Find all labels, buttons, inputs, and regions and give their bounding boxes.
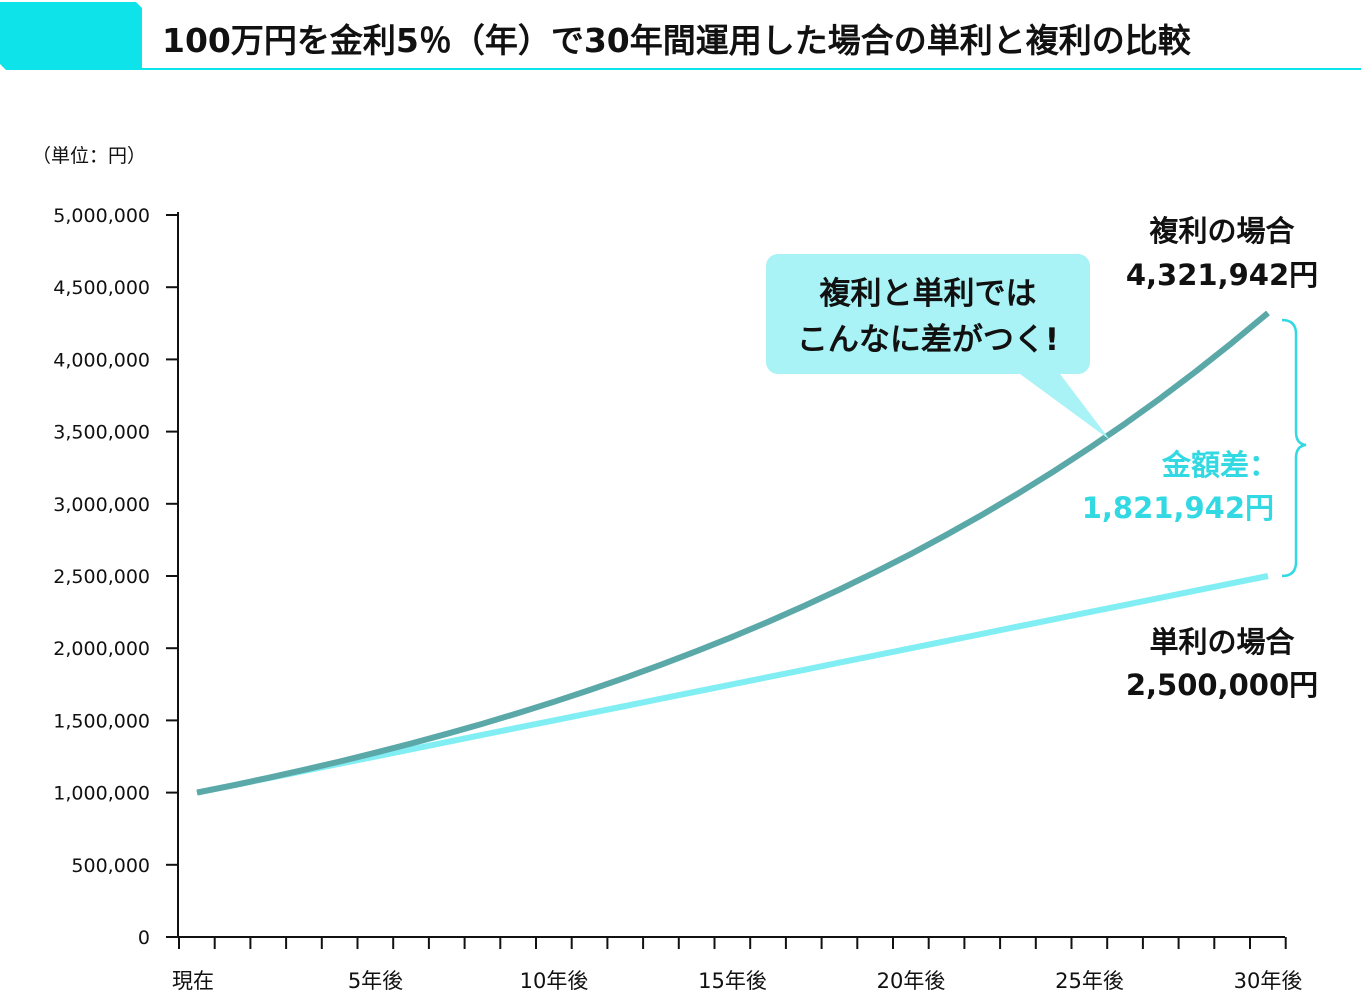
compound-label: 複利の場合 bbox=[1149, 214, 1294, 248]
series-line-compound bbox=[196, 310, 1270, 796]
chart-title: 100万円を金利5％（年）で30年間運用した場合の単利と複利の比較 bbox=[162, 21, 1192, 60]
y-tick-label: 1,500,000 bbox=[53, 710, 150, 732]
x-tick-label: 現在 bbox=[172, 969, 214, 992]
x-tick-label: 30年後 bbox=[1234, 969, 1303, 992]
x-tick-label: 5年後 bbox=[348, 969, 403, 992]
y-tick-label: 2,500,000 bbox=[53, 566, 150, 588]
difference-brace bbox=[1281, 318, 1307, 578]
callout-line1: 複利と単利では bbox=[820, 276, 1037, 312]
x-tick-label: 15年後 bbox=[698, 969, 767, 992]
y-tick-label: 3,500,000 bbox=[53, 422, 150, 444]
title-accent-block bbox=[0, 2, 142, 70]
compound-value: 4,321,942円 bbox=[1126, 258, 1318, 292]
y-tick-label: 2,000,000 bbox=[53, 638, 150, 660]
y-tick-label: 0 bbox=[138, 927, 150, 949]
simple-value: 2,500,000円 bbox=[1126, 668, 1318, 702]
difference-label: 金額差： bbox=[1161, 448, 1278, 482]
unit-label: （単位：円） bbox=[32, 145, 146, 167]
simple-label: 単利の場合 bbox=[1149, 625, 1294, 659]
x-tick-label: 20年後 bbox=[877, 969, 946, 992]
y-tick-label: 500,000 bbox=[71, 855, 150, 877]
x-tick-label: 10年後 bbox=[520, 969, 589, 992]
y-tick-label: 4,500,000 bbox=[53, 277, 150, 299]
y-tick-label: 3,000,000 bbox=[53, 494, 150, 516]
series-line-simple bbox=[196, 573, 1269, 796]
difference-value: 1,821,942円 bbox=[1082, 491, 1274, 525]
callout-line2: こんなに差がつく! bbox=[797, 322, 1059, 358]
x-tick-label: 25年後 bbox=[1055, 969, 1124, 992]
callout-bubble bbox=[766, 254, 1110, 440]
y-tick-label: 4,000,000 bbox=[53, 349, 150, 371]
y-tick-label: 1,000,000 bbox=[53, 783, 150, 805]
y-tick-label: 5,000,000 bbox=[53, 205, 150, 227]
